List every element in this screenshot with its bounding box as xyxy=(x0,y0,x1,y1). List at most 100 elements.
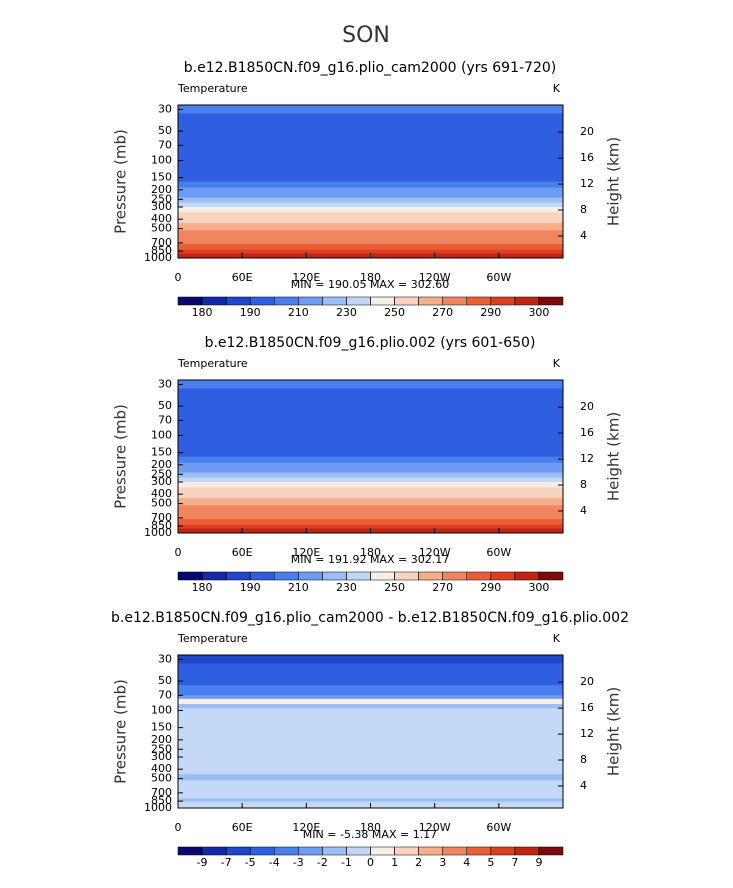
contour-band xyxy=(178,207,563,213)
x-tick-label: 120E xyxy=(292,546,320,559)
x-tick-label: 0 xyxy=(175,821,182,834)
x-tick-label: 0 xyxy=(175,271,182,284)
colorbar-label: -5 xyxy=(245,856,256,869)
colorbar-box xyxy=(274,296,299,306)
y2-axis-label: Height (km) xyxy=(605,412,623,501)
x-tick-label: 60W xyxy=(486,546,511,559)
colorbar-label: 250 xyxy=(384,306,405,319)
y2-tick-label: 20 xyxy=(580,400,594,413)
colorbar-box xyxy=(370,296,395,306)
colorbar-box xyxy=(538,846,564,856)
y-tick-label: 100 xyxy=(151,703,172,716)
contour-band xyxy=(178,218,563,224)
colorbar-label: 190 xyxy=(240,581,261,594)
y2-tick-label: 4 xyxy=(580,779,587,792)
contour-band xyxy=(178,212,563,219)
y2-axis-label: Height (km) xyxy=(605,687,623,776)
y-tick-label: 100 xyxy=(151,428,172,441)
y-tick-label: 700 xyxy=(151,511,172,524)
x-tick-label: 60W xyxy=(486,271,511,284)
colorbar-box xyxy=(466,846,492,856)
y-tick-label: 50 xyxy=(158,674,172,687)
colorbar-box xyxy=(249,846,275,856)
x-tick-label: 120W xyxy=(419,546,451,559)
min-max: MIN = 191.92 MAX = 302.17 xyxy=(291,553,449,566)
colorbar-box xyxy=(442,846,467,856)
y-tick-label: 1000 xyxy=(144,251,172,264)
colorbar-box xyxy=(298,846,323,856)
y-tick-label: 1000 xyxy=(144,526,172,539)
x-tick-label: 60E xyxy=(232,546,253,559)
y-tick-label: 250 xyxy=(151,192,172,205)
x-tick-label: 120E xyxy=(292,821,320,834)
y-tick-label: 300 xyxy=(151,475,172,488)
contour-band xyxy=(178,698,563,705)
colorbar-box xyxy=(466,296,492,306)
y-tick-label: 850 xyxy=(151,519,172,532)
colorbar-label: 9 xyxy=(535,856,542,869)
colorbar-label: 300 xyxy=(528,581,549,594)
y2-tick-label: 4 xyxy=(580,504,587,517)
min-max: MIN = -5.38 MAX = 1.17 xyxy=(303,828,437,841)
colorbar-box xyxy=(514,571,540,581)
colorbar-label: -9 xyxy=(197,856,208,869)
y-tick-label: 100 xyxy=(151,153,172,166)
x-tick-label: 120W xyxy=(419,271,451,284)
colorbar-box xyxy=(418,571,443,581)
y-axis-label: Pressure (mb) xyxy=(112,404,130,509)
contour-band xyxy=(178,467,563,474)
y-tick-label: 700 xyxy=(151,236,172,249)
colorbar-box xyxy=(322,846,347,856)
colorbar-label: -1 xyxy=(341,856,352,869)
contour-band xyxy=(178,202,563,208)
colorbar-label: 1 xyxy=(391,856,398,869)
min-max: MIN = 190.05 MAX = 302.60 xyxy=(291,278,449,291)
contour-band xyxy=(178,512,563,520)
colorbar-box xyxy=(346,571,371,581)
x-tick-label: 180 xyxy=(360,271,381,284)
y2-tick-label: 20 xyxy=(580,125,594,138)
x-tick-label: 60E xyxy=(232,821,253,834)
colorbar-box xyxy=(225,296,251,306)
y-tick-label: 500 xyxy=(151,497,172,510)
colorbar-label: 270 xyxy=(432,306,453,319)
contour-band xyxy=(178,249,563,255)
panel-title: b.e12.B1850CN.f09_g16.plio_cam2000 (yrs … xyxy=(184,60,556,76)
colorbar-label: 7 xyxy=(511,856,518,869)
contour-band xyxy=(178,524,563,530)
y2-tick-label: 16 xyxy=(580,426,594,439)
colorbar-box xyxy=(298,296,323,306)
contour-band xyxy=(178,505,563,514)
field-label: Temperature xyxy=(177,632,248,645)
y2-tick-label: 12 xyxy=(580,452,594,465)
y-tick-label: 70 xyxy=(158,138,172,151)
contour-band xyxy=(178,780,563,800)
y-tick-label: 150 xyxy=(151,721,172,734)
colorbar-box xyxy=(490,296,516,306)
y-tick-label: 300 xyxy=(151,200,172,213)
contour-band xyxy=(178,704,563,709)
colorbar-box xyxy=(418,296,443,306)
y2-tick-label: 8 xyxy=(580,203,587,216)
colorbar-box xyxy=(370,846,395,856)
contour-band xyxy=(178,449,563,458)
contour-band xyxy=(178,493,563,499)
contour-band xyxy=(178,237,563,245)
contour-band xyxy=(178,174,563,183)
colorbar-box xyxy=(538,296,564,306)
contour-band xyxy=(178,655,563,665)
colorbar-box xyxy=(538,571,564,581)
x-tick-label: 60W xyxy=(486,821,511,834)
y2-tick-label: 8 xyxy=(580,478,587,491)
colorbar-label: -3 xyxy=(293,856,304,869)
y-tick-label: 30 xyxy=(158,652,172,665)
contour-band xyxy=(178,462,563,469)
y-tick-label: 30 xyxy=(158,102,172,115)
colorbar-box xyxy=(177,846,203,856)
colorbar-box xyxy=(418,846,443,856)
colorbar-label: -2 xyxy=(317,856,328,869)
colorbar-label: 250 xyxy=(384,581,405,594)
y2-tick-label: 20 xyxy=(580,675,594,688)
y-tick-label: 150 xyxy=(151,171,172,184)
